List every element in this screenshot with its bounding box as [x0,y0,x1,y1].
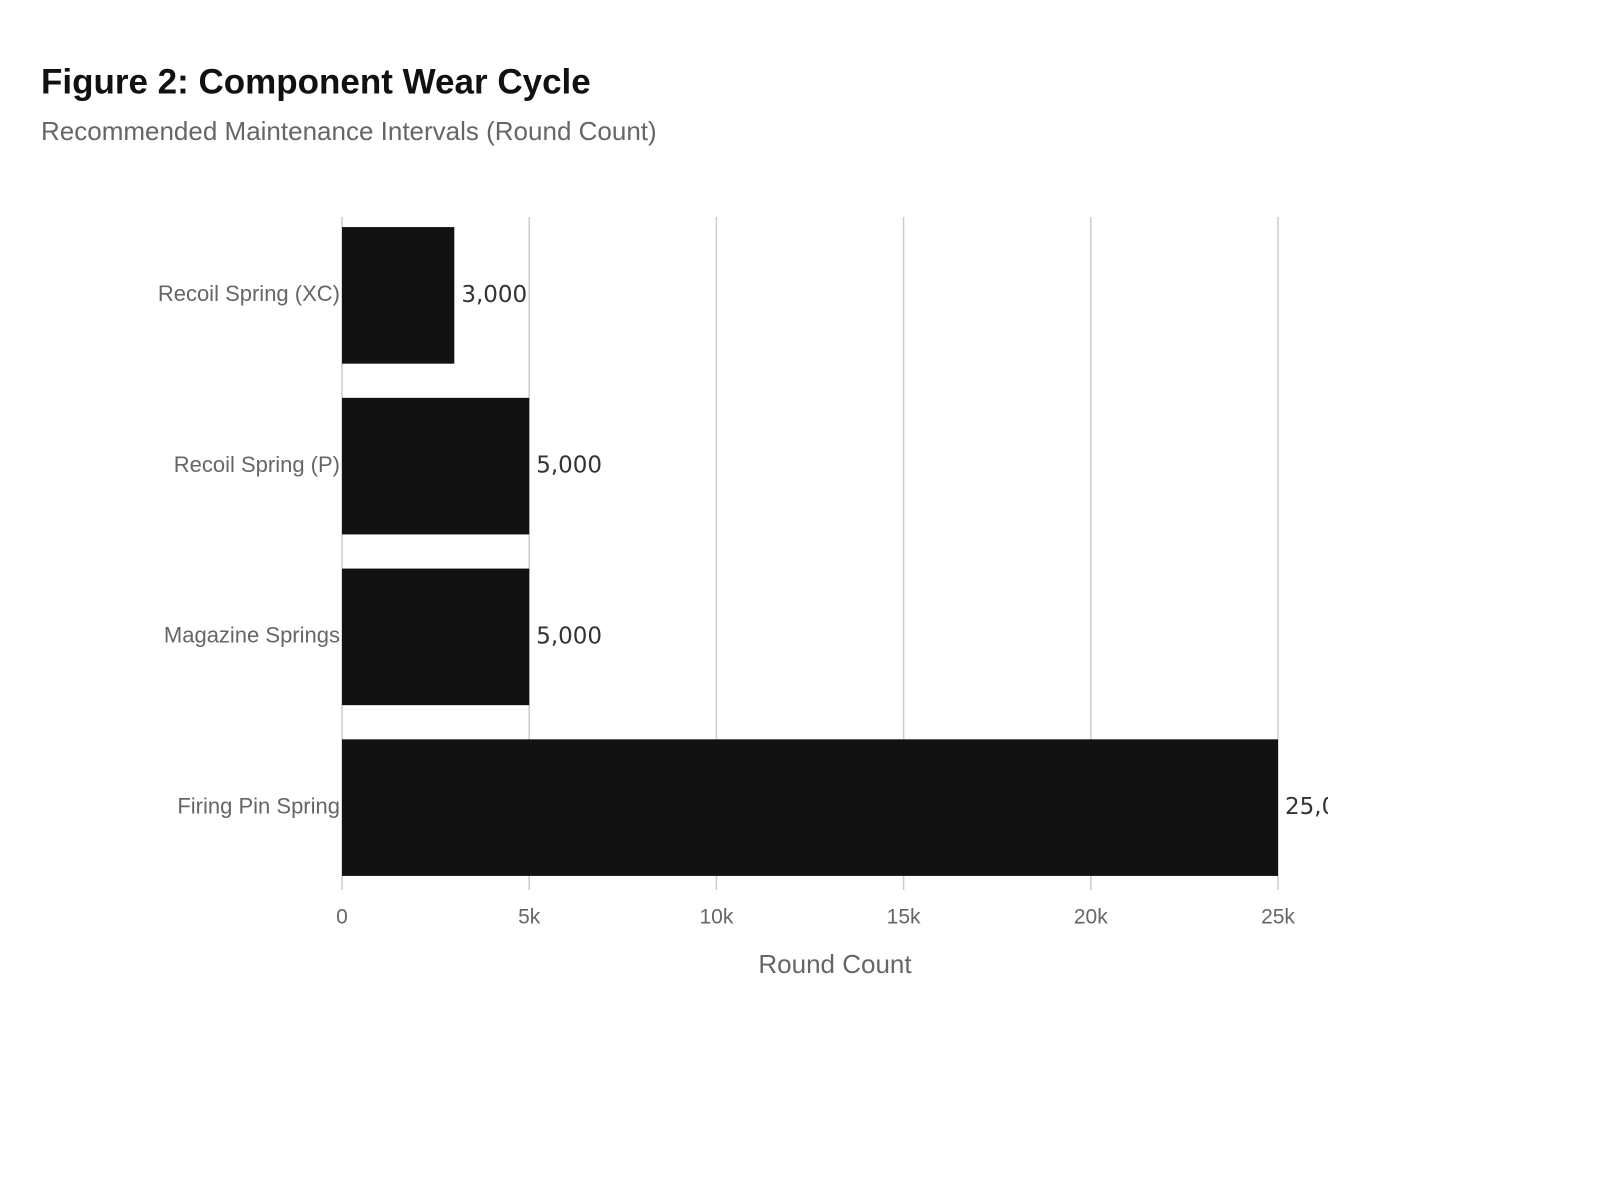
bars: Recoil Spring (XC) Recoil Spring (P) Magaz… [158,227,1278,876]
chart-title: Figure 2: Component Wear Cycle [41,62,591,101]
y-tick-label: Firing Pin Spring [177,793,340,818]
x-tick-label: 15k [887,906,921,929]
bar [342,227,455,364]
bar [342,739,1278,876]
y-tick-label: Recoil Spring (XC) [158,281,340,306]
chart-subtitle: Recommended Maintenance Intervals (Round… [41,116,657,146]
x-tick-label: 20k [1074,906,1108,929]
x-tick-label: 10k [699,906,733,929]
x-tick-label: 0 [336,906,348,929]
bar [342,568,530,706]
y-tick-label: Recoil Spring (P) [174,452,340,477]
value-label: 5,000 [536,623,602,649]
value-label: 25,000 [1285,794,1365,820]
bar [342,397,530,535]
y-tick-label: Magazine Springs [164,623,340,648]
x-tick-label: 25k [1261,906,1295,929]
value-label: 3,000 [461,282,527,308]
x-axis-title: Round Count [758,949,912,979]
value-labels: 3,000 5,000 5,000 25,000 [461,282,1365,820]
value-label: 5,000 [536,453,602,479]
x-tick-label: 5k [518,906,541,929]
